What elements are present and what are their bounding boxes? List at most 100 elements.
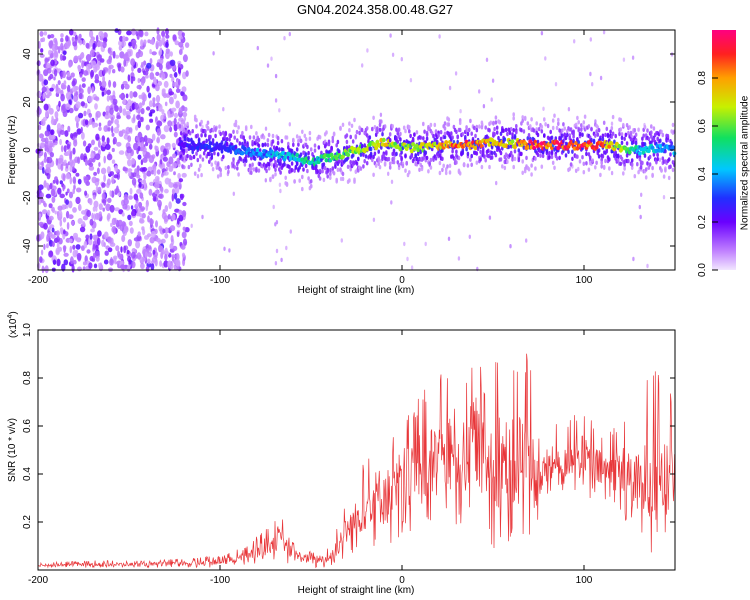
spectrogram-cell	[55, 87, 61, 94]
spectrogram-cell	[220, 149, 224, 154]
spectrogram-cell	[137, 29, 143, 37]
spectrogram-cell	[478, 89, 481, 94]
spectrogram-cell	[146, 170, 152, 177]
spectrogram-cell	[233, 135, 236, 140]
snr-ytick-label: 0.4	[22, 467, 33, 481]
spectrogram-cell	[56, 235, 60, 243]
spectrogram-cell	[469, 118, 472, 124]
spectrogram-cell	[408, 125, 411, 130]
spectrogram-cell	[131, 157, 135, 165]
spectrogram-cell	[92, 206, 96, 212]
spectrogram-cell	[127, 214, 132, 221]
spectrogram-cell	[448, 170, 452, 175]
spectrogram-cell	[59, 130, 65, 135]
spectrogram-cell	[46, 62, 51, 69]
spectrogram-cell	[670, 141, 673, 146]
spectrogram-cell	[178, 35, 184, 40]
spectrogram-cell	[111, 125, 114, 134]
spectrogram-cell	[222, 154, 225, 159]
spectrogram-cell	[47, 34, 51, 39]
spectrogram-cell	[43, 79, 49, 86]
spectrogram-cell	[53, 68, 58, 77]
spectrogram-cell	[103, 259, 109, 265]
spectrogram-cell	[279, 170, 282, 175]
spectrogram-cell	[587, 124, 591, 129]
spectrogram-cell	[413, 132, 416, 137]
spectrogram-cell	[345, 133, 349, 138]
spectrogram-cell	[164, 188, 169, 194]
spectrogram-cell	[38, 221, 44, 227]
spectrogram-cell	[97, 230, 102, 237]
spectrogram-cell	[359, 152, 363, 157]
spectrogram-cell	[506, 131, 509, 137]
spectrogram-cell	[290, 168, 294, 173]
spectrogram-cell	[202, 151, 206, 156]
spectrogram-cell	[341, 176, 345, 182]
spectrogram-cell	[465, 125, 468, 130]
spectrogram-cell	[595, 129, 598, 134]
spectrogram-cell	[122, 35, 126, 43]
spectrogram-cell	[648, 162, 652, 167]
spectrogram-cell	[107, 127, 111, 132]
spectrogram-cell	[68, 191, 74, 199]
spectrogram-cell	[59, 227, 64, 233]
spectrogram-cell	[214, 126, 217, 131]
spectrogram-cell	[272, 145, 276, 150]
spectrogram-cell	[355, 161, 359, 166]
spectrogram-cell	[253, 156, 257, 161]
spectrogram-cell	[349, 134, 353, 140]
spectrogram-cell	[652, 126, 656, 131]
spectrogram-cell	[329, 175, 332, 180]
spectrogram-cell	[444, 167, 448, 172]
spectrogram-cell	[154, 258, 158, 267]
spectrogram-cell	[248, 135, 252, 140]
spectrogram-cell	[438, 153, 442, 158]
spectrogram-cell	[51, 196, 56, 204]
spectrogram-cell	[322, 177, 326, 183]
spectrogram-cell	[40, 231, 45, 240]
spectrogram-cell	[113, 227, 116, 235]
spectrogram-cell	[104, 250, 109, 256]
spectrogram-cell	[73, 55, 79, 63]
spectrogram-cell	[232, 129, 235, 134]
spectrogram-cell	[138, 201, 143, 209]
spectrogram-cell	[434, 129, 438, 134]
spectrogram-cell	[69, 150, 73, 157]
spectrogram-cell	[72, 232, 79, 240]
spectrogram-cell	[48, 226, 51, 231]
spectrogram-cell	[616, 154, 620, 159]
spectrogram-cell	[239, 157, 243, 162]
spectrogram-cell	[266, 138, 270, 143]
spectrogram-cell	[241, 130, 244, 136]
ridge-point	[374, 145, 379, 151]
spectrogram-cell	[618, 131, 621, 137]
spectrogram-cell	[304, 137, 308, 142]
spectrogram-cell	[50, 188, 56, 197]
spectrogram-cell	[138, 94, 143, 99]
spectrogram-cell	[64, 41, 70, 49]
spectrogram-cell	[163, 125, 170, 133]
spectrogram-cell	[377, 149, 381, 154]
spectrogram-cell	[511, 132, 514, 137]
spectrogram-cell	[122, 108, 127, 116]
spectrogram-cell	[372, 115, 375, 121]
spectrogram-cell	[165, 48, 170, 55]
spectrogram-cell	[271, 133, 275, 139]
spectrogram-cell	[213, 151, 216, 156]
spectrogram-cell	[405, 160, 409, 166]
spectrogram-cell	[199, 154, 202, 159]
spectrogram-cell	[458, 171, 462, 176]
spectrogram-cell	[135, 240, 141, 249]
spectrogram-cell	[131, 102, 136, 111]
spectrogram-cell	[144, 251, 148, 258]
spectrogram-cell	[255, 166, 258, 172]
spectrogram-cell	[632, 256, 635, 262]
spectrogram-cell	[175, 88, 181, 93]
spectrogram-cell	[173, 117, 177, 125]
spectrogram-cell	[525, 155, 528, 161]
spectrogram-cell	[380, 119, 383, 124]
spectrogram-cell	[79, 226, 86, 233]
spectrogram-cell	[63, 159, 67, 164]
spectrogram-cell	[92, 234, 98, 241]
spectrogram-cell	[46, 67, 52, 74]
